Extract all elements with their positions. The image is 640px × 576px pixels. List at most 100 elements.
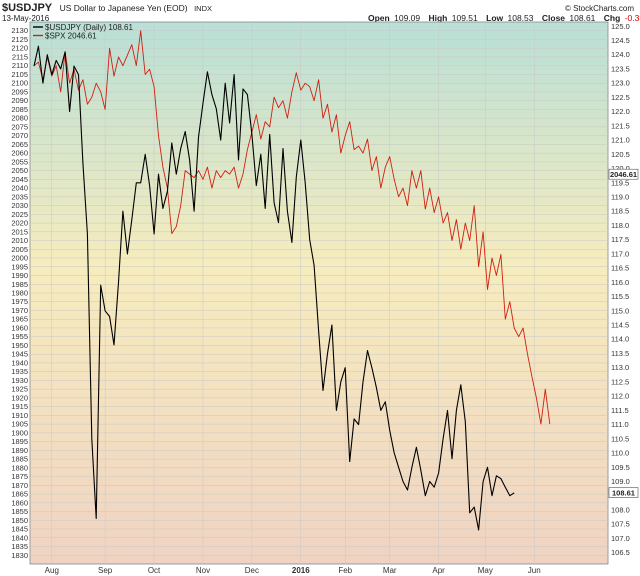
right-tick-label: 124.0 [611,50,630,59]
left-tick-label: 1975 [11,297,28,306]
left-tick-label: 1985 [11,280,28,289]
left-tick-label: 1860 [11,498,28,507]
left-tick-label: 1830 [11,551,28,560]
right-tick-label: 109.5 [611,463,630,472]
grid-lines [30,22,608,564]
series-line-usdjpy [33,45,515,531]
right-tick-label: 115.5 [611,292,629,301]
left-tick-label: 1885 [11,455,28,464]
right-tick-label: 110.0 [611,449,629,458]
left-tick-label: 1865 [11,490,28,499]
series-lines [33,30,551,531]
right-tick-label: 116.5 [611,264,629,273]
left-tick-label: 2125 [11,35,28,44]
series-line-spx [33,30,551,425]
left-tick-label: 2075 [11,122,28,131]
left-tick-label: 1855 [11,507,28,516]
x-tick-label: Mar [383,566,397,575]
low-value: 108.53 [508,13,534,23]
right-tick-label: 121.5 [611,121,630,130]
right-tick-label: 117.0 [611,249,629,258]
x-tick-label: Sep [98,566,113,575]
x-tick-label: Aug [45,566,59,575]
open-label: Open [368,13,390,23]
left-tick-label: 1925 [11,385,28,394]
x-tick-label: 2016 [292,566,310,575]
right-tick-label: 107.5 [611,520,630,529]
right-tick-label: 120.5 [611,150,630,159]
close-label: Close [542,13,565,23]
x-tick-label: Dec [245,566,259,575]
legend-usdjpy: $USDJPY (Daily) 108.61 [45,23,133,32]
right-tick-label: 113.5 [611,349,629,358]
high-value: 109.51 [452,13,478,23]
value-tag-label: 108.61 [612,489,635,498]
right-tick-label: 120.0 [611,164,630,173]
x-tick-label: May [478,566,493,575]
x-tick-label: Jun [528,566,541,575]
left-tick-label: 1930 [11,376,28,385]
value-tag-box [608,168,639,180]
left-tick-label: 1990 [11,271,28,280]
left-tick-label: 1850 [11,516,28,525]
open-value: 109.09 [394,13,420,23]
low-label: Low [486,13,503,23]
right-tick-label: 117.5 [611,235,629,244]
left-tick-label: 2120 [11,44,28,53]
right-tick-label: 107.0 [611,534,630,543]
left-tick-label: 1895 [11,437,28,446]
left-tick-label: 2115 [12,52,28,61]
right-tick-label: 123.0 [611,79,630,88]
right-tick-label: 113.0 [611,363,629,372]
left-tick-label: 1960 [11,323,28,332]
right-tick-label: 119.0 [611,192,629,201]
left-tick-label: 1995 [11,262,28,271]
left-tick-label: 1915 [11,402,28,411]
value-tag-box [608,487,639,498]
left-tick-label: 1970 [11,306,28,315]
left-tick-label: 1945 [11,350,28,359]
right-tick-label: 106.5 [611,548,630,557]
left-tick-label: 2030 [11,201,28,210]
left-tick-label: 2060 [11,149,28,158]
left-tick-label: 1910 [11,411,28,420]
right-tick-label: 111.5 [611,406,629,415]
right-tick-label: 121.0 [611,136,630,145]
left-tick-label: 2025 [11,210,28,219]
left-tick-label: 1905 [11,420,28,429]
x-axis: Aug Sep Oct Nov Dec 2016 Feb Mar Apr May Jun [45,566,541,575]
right-tick-label: 112.5 [611,377,629,386]
left-tick-label: 2035 [11,192,28,201]
right-tick-label: 114.5 [611,321,629,330]
brand-text: © StockCharts.com [565,4,634,13]
left-tick-label: 1920 [11,393,28,402]
chg-label: Chg [604,13,621,23]
x-tick-label: Nov [196,566,210,575]
left-tick-label: 1900 [11,428,28,437]
header-title-line: $USDJPY US Dollar to Japanese Yen (EOD) … [2,0,212,15]
right-tick-label: 111.0 [611,420,629,429]
left-tick-label: 2085 [11,105,28,114]
description: US Dollar to Japanese Yen (EOD) [60,3,188,13]
right-tick-label: 110.5 [611,434,629,443]
left-tick-label: 2050 [11,166,28,175]
left-tick-label: 2110 [12,61,28,70]
left-tick-label: 2040 [11,184,28,193]
left-tick-label: 1845 [11,525,28,534]
left-tick-label: 2100 [11,79,28,88]
left-tick-label: 1890 [11,446,28,455]
right-tick-label: 109.0 [611,477,630,486]
date-text: 13-May-2016 [2,14,50,23]
symbol: $USDJPY [2,2,53,14]
right-tick-label: 118.0 [611,221,629,230]
left-tick-label: 2090 [11,96,28,105]
x-tick-label: Oct [148,566,161,575]
left-tick-label: 1980 [11,289,28,298]
right-tick-label: 119.5 [611,178,629,187]
right-tick-label: 116.0 [611,278,629,287]
legend: $USDJPY (Daily) 108.61 $SPX 2046.61 [33,23,133,41]
left-tick-label: 2005 [11,245,28,254]
left-tick-label: 2105 [11,70,28,79]
left-tick-label: 1875 [11,472,28,481]
left-tick-label: 2010 [11,236,28,245]
